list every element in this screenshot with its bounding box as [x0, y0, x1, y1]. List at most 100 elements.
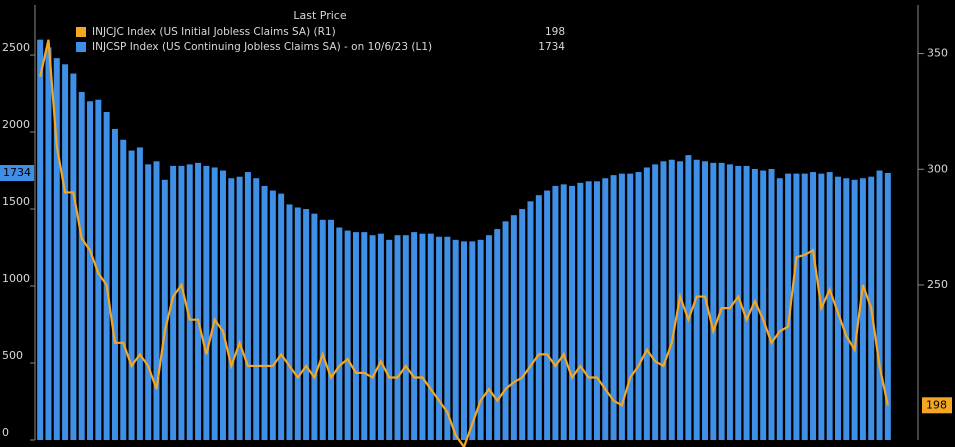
- bar: [502, 221, 509, 440]
- bar: [236, 176, 243, 441]
- bar: [394, 235, 401, 440]
- bar: [128, 150, 135, 440]
- bar: [668, 159, 675, 441]
- bar: [153, 161, 160, 440]
- bar: [178, 165, 185, 440]
- bar: [477, 239, 484, 440]
- bar: [859, 178, 866, 440]
- legend-value: 198: [545, 26, 565, 38]
- bar: [735, 165, 742, 440]
- bar: [37, 39, 44, 440]
- bar: [552, 185, 559, 440]
- bar: [544, 190, 551, 440]
- bar: [311, 213, 318, 440]
- bar: [328, 219, 335, 440]
- bar: [278, 193, 285, 440]
- last-tag-label: 198: [926, 398, 947, 411]
- bar: [618, 173, 625, 440]
- bar: [361, 232, 368, 440]
- y-tick-label: 500: [2, 349, 23, 362]
- bar: [726, 164, 733, 440]
- bar: [760, 170, 767, 440]
- bar: [843, 178, 850, 440]
- bar: [876, 170, 883, 440]
- bar: [427, 233, 434, 440]
- bar: [519, 209, 526, 440]
- legend-box: [72, 4, 572, 62]
- bar: [352, 232, 359, 440]
- bar: [652, 164, 659, 440]
- bar: [261, 185, 268, 440]
- bar: [610, 175, 617, 440]
- bar: [602, 178, 609, 440]
- bar: [851, 179, 858, 441]
- bar: [70, 73, 77, 440]
- bar: [593, 181, 600, 440]
- bar: [170, 165, 177, 440]
- bar: [203, 165, 210, 440]
- bar: [585, 181, 592, 440]
- bar: [219, 170, 226, 440]
- legend-value: 1734: [538, 41, 565, 53]
- bar: [527, 201, 534, 440]
- bar: [801, 173, 808, 440]
- bar: [710, 162, 717, 441]
- bar: [635, 172, 642, 440]
- bar: [510, 215, 517, 440]
- bar: [411, 232, 418, 440]
- bar: [461, 241, 467, 440]
- bar: [87, 101, 94, 440]
- bar: [53, 58, 60, 440]
- bar: [685, 155, 692, 440]
- y2-tick-label: 300: [927, 162, 948, 175]
- bar: [436, 236, 443, 440]
- bar: [145, 164, 152, 440]
- legend-title: Last Price: [293, 9, 346, 22]
- bar: [751, 168, 758, 440]
- bar: [785, 173, 792, 440]
- bar: [810, 172, 817, 440]
- bar: [369, 235, 376, 440]
- bar: [286, 204, 293, 440]
- bar: [103, 112, 110, 440]
- bar: [336, 227, 343, 440]
- y2-tick-label: 350: [927, 47, 948, 60]
- bar: [195, 162, 202, 441]
- last-tag-label: 1734: [3, 166, 31, 179]
- bar: [834, 176, 841, 441]
- bar: [560, 184, 567, 440]
- last-tag: [0, 164, 34, 181]
- bar: [452, 239, 459, 440]
- bar: [228, 178, 235, 440]
- bar: [95, 99, 102, 441]
- bar: [402, 235, 409, 440]
- legend-label: INJCSP Index (US Continuing Jobless Clai…: [92, 41, 432, 53]
- bar: [569, 185, 576, 440]
- bar: [120, 139, 127, 441]
- bar: [494, 229, 501, 440]
- y2-tick-label: 250: [927, 278, 948, 291]
- bar: [884, 172, 891, 440]
- bar: [45, 47, 52, 441]
- bar: [136, 147, 143, 440]
- bar: [78, 92, 85, 440]
- y-tick-label: 2000: [2, 118, 30, 131]
- bar: [319, 219, 326, 440]
- bar: [186, 164, 193, 440]
- bar: [377, 233, 384, 440]
- bar: [643, 167, 650, 440]
- bar: [627, 173, 634, 440]
- bar: [776, 178, 783, 440]
- bar: [294, 207, 301, 440]
- last-tag: [922, 397, 952, 414]
- y-tick-label: 1000: [2, 272, 30, 285]
- bar: [693, 159, 700, 441]
- bar: [386, 239, 393, 440]
- y-tick-label: 2500: [2, 41, 30, 54]
- legend-swatch: [76, 42, 86, 52]
- bar: [444, 236, 451, 440]
- legend-swatch: [76, 27, 86, 37]
- bar: [303, 209, 310, 440]
- bar: [419, 233, 426, 440]
